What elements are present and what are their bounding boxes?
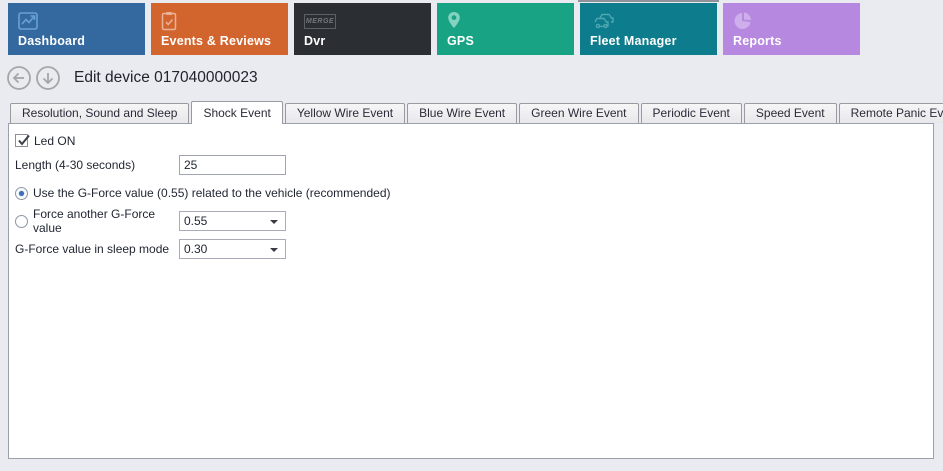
use-vehicle-gforce-radio[interactable] [15,186,28,200]
nav-tile-events-reviews[interactable]: Events & Reviews [151,3,288,55]
use-vehicle-gforce-label: Use the G-Force value (0.55) related to … [33,186,391,200]
tab-shock-event[interactable]: Shock Event [191,101,283,124]
nav-tile-label: GPS [447,34,474,48]
length-row: Length (4-30 seconds) [15,155,933,175]
shock-event-panel: Led ON Length (4-30 seconds) Use the G-F… [8,123,934,459]
back-button[interactable] [6,65,32,91]
led-on-checkbox[interactable] [15,134,30,147]
force-gforce-label: Force another G-Force value [33,207,156,235]
sleep-gforce-label: G-Force value in sleep mode [15,242,170,256]
force-gforce-dropdown[interactable]: 0.55 [179,211,286,231]
led-on-label: Led ON [34,133,76,148]
edit-device-header: Edit device 017040000023 [0,56,943,100]
gforce-vehicle-row: Use the G-Force value (0.55) related to … [15,183,933,203]
sleep-gforce-value: 0.30 [184,242,208,256]
arrow-down-icon [42,73,54,85]
merge-logo-text: MERGE [304,13,336,29]
length-label: Length (4-30 seconds) [15,158,136,172]
page-title: Edit device 017040000023 [74,69,258,86]
pie-chart-icon [733,11,753,31]
nav-tile-reports[interactable]: Reports [723,3,860,55]
chevron-down-icon [270,248,278,252]
led-on-row: Led ON [15,132,933,149]
nav-tile-label: Dashboard [18,34,86,48]
tab-speed-event[interactable]: Speed Event [743,103,837,123]
expand-down-button[interactable] [35,65,61,91]
tab-remote-panic-event[interactable]: Remote Panic Event [838,103,943,123]
shock-event-form: Led ON Length (4-30 seconds) Use the G-F… [9,124,933,259]
chevron-down-icon [270,220,278,224]
main-nav: Dashboard Events & Reviews MERGE Dvr GPS [0,0,943,56]
gforce-force-row: Force another G-Force value 0.55 [15,207,933,235]
force-gforce-value: 0.55 [184,214,208,228]
tab-yellow-wire-event[interactable]: Yellow Wire Event [284,103,406,123]
nav-tile-dvr[interactable]: MERGE Dvr [294,3,431,55]
nav-tile-label: Dvr [304,34,326,48]
nav-tile-dashboard[interactable]: Dashboard [8,3,145,55]
arrow-left-icon [12,72,24,84]
tab-green-wire-event[interactable]: Green Wire Event [519,103,639,123]
nav-tile-gps[interactable]: GPS [437,3,574,55]
merge-logo-icon: MERGE [304,11,336,31]
tab-resolution-sound-sleep[interactable]: Resolution, Sound and Sleep [10,103,190,123]
sleep-gforce-dropdown[interactable]: 0.30 [179,239,286,259]
event-tabs: Resolution, Sound and Sleep Shock Event … [8,100,943,124]
nav-tile-label: Reports [733,34,782,48]
nav-tile-label: Events & Reviews [161,34,272,48]
tab-periodic-event[interactable]: Periodic Event [640,103,742,123]
nav-tile-fleet-manager[interactable]: Fleet Manager [578,0,719,55]
cars-icon [590,11,618,31]
clipboard-check-icon [161,11,177,31]
nav-tile-label: Fleet Manager [590,34,677,48]
map-pin-icon [447,11,461,31]
line-chart-icon [18,11,40,31]
force-gforce-radio[interactable] [15,214,28,228]
length-input[interactable] [179,155,286,175]
tab-blue-wire-event[interactable]: Blue Wire Event [407,103,518,123]
sleep-gforce-row: G-Force value in sleep mode 0.30 [15,239,933,259]
